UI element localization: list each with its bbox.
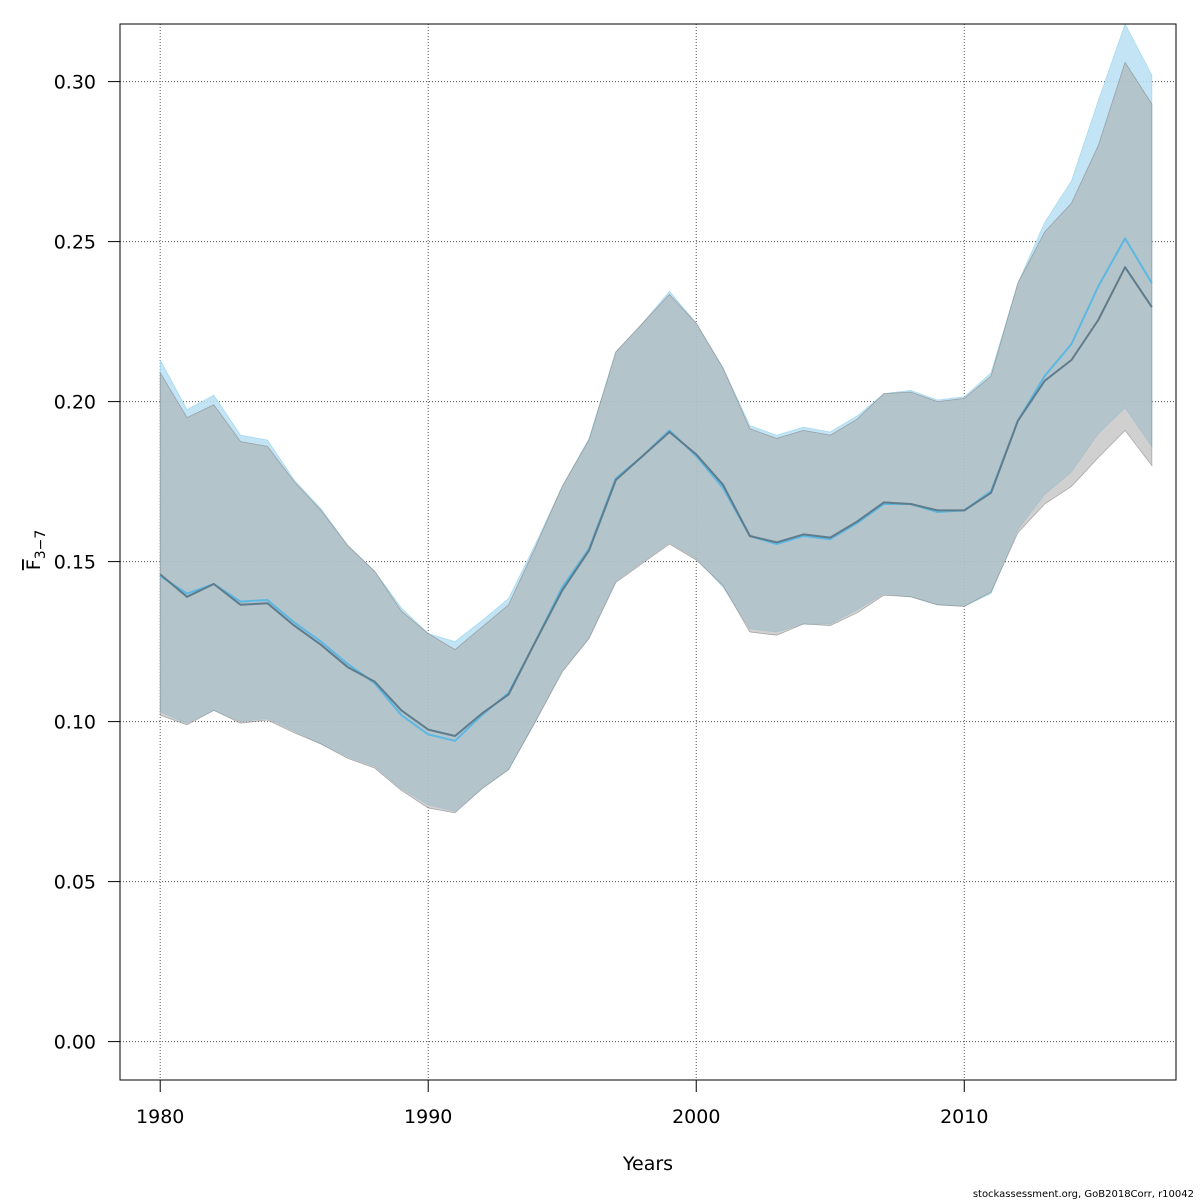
y-tick-label: 0.30 (54, 72, 96, 94)
series-lines (159, 237, 1153, 742)
y-axis-title: F3−7 (23, 530, 49, 570)
x-tick-label: 1980 (136, 1106, 184, 1128)
y-tick-label: 0.00 (54, 1032, 96, 1054)
x-tick-label: 1990 (404, 1106, 452, 1128)
confidence-bands (159, 22, 1153, 814)
x-tick-label: 2010 (940, 1106, 988, 1128)
confidence-band-2 (159, 61, 1153, 814)
x-axis: 1980 1990 2000 2010 (136, 1079, 988, 1128)
y-tick-label: 0.25 (54, 232, 96, 254)
x-tick-label: 2000 (672, 1106, 720, 1128)
y-tick-label: 0.20 (54, 392, 96, 414)
y-axis-title-subscript: 3−7 (33, 530, 49, 560)
credit-text: stockassessment.org, GoB2018Corr, r10042 (973, 1189, 1194, 1200)
y-axis: 0.00 0.05 0.10 0.15 0.20 0.25 0.30 (54, 72, 121, 1054)
y-tick-label: 0.15 (54, 552, 96, 574)
y-tick-label: 0.05 (54, 872, 96, 894)
y-tick-label: 0.10 (54, 712, 96, 734)
x-axis-title: Years (622, 1153, 673, 1175)
series-line-2 (159, 266, 1153, 737)
svg-text:F3−7: F3−7 (23, 530, 49, 570)
y-axis-title-main: F (23, 559, 45, 570)
